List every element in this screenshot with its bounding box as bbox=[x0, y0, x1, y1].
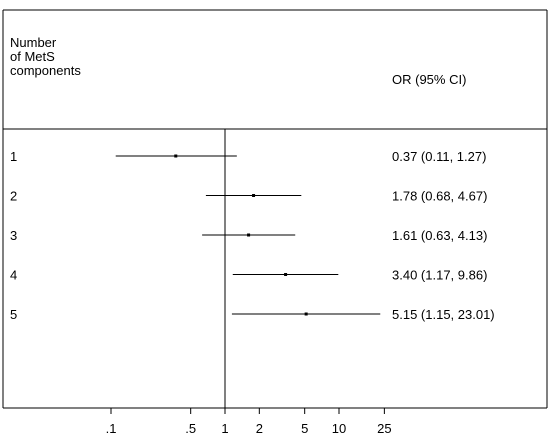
x-axis: .1.5 1 2 5 10 25 bbox=[106, 408, 392, 436]
estimate-text: 1.78 (0.68, 4.67) bbox=[392, 189, 487, 204]
row-label: 4 bbox=[10, 268, 17, 283]
row-label: 2 bbox=[10, 189, 17, 204]
point-estimate bbox=[284, 273, 288, 276]
x-tick-label: .1 bbox=[106, 421, 117, 436]
row-label-header-line: of MetS bbox=[10, 49, 55, 64]
x-tick-label: 2 bbox=[256, 421, 263, 436]
row-label-header: Number of MetS components bbox=[10, 36, 130, 78]
point-estimate bbox=[304, 312, 308, 316]
row-label-header-line: Number bbox=[10, 35, 57, 50]
row-label: 1 bbox=[10, 149, 17, 164]
point-estimate bbox=[247, 233, 251, 237]
point-estimate bbox=[174, 154, 178, 158]
estimate-text: 3.40 (1.17, 9.86) bbox=[392, 268, 487, 283]
estimate-header: OR (95% CI) bbox=[392, 72, 467, 87]
estimate-text: 5.15 (1.15, 23.01) bbox=[392, 307, 495, 322]
x-tick-label: .5 bbox=[185, 421, 196, 436]
plot-frame bbox=[2, 9, 548, 409]
estimate-text: 0.37 (0.11, 1.27) bbox=[392, 149, 486, 164]
row-label: 5 bbox=[10, 307, 17, 322]
x-tick-label: 10 bbox=[332, 421, 346, 436]
row-label-header-line: components bbox=[10, 63, 81, 78]
x-tick-label: 5 bbox=[301, 421, 308, 436]
row-label: 3 bbox=[10, 228, 17, 243]
estimate-text: 1.61 (0.63, 4.13) bbox=[392, 228, 487, 243]
x-tick-label: 25 bbox=[377, 421, 391, 436]
x-tick-label: 1 bbox=[221, 421, 228, 436]
point-estimate bbox=[252, 194, 256, 197]
plot-marks: 1 0.37 (0.11, 1.27) 2 1.78 (0.68, 4.67) 3 1.6… bbox=[10, 129, 495, 408]
